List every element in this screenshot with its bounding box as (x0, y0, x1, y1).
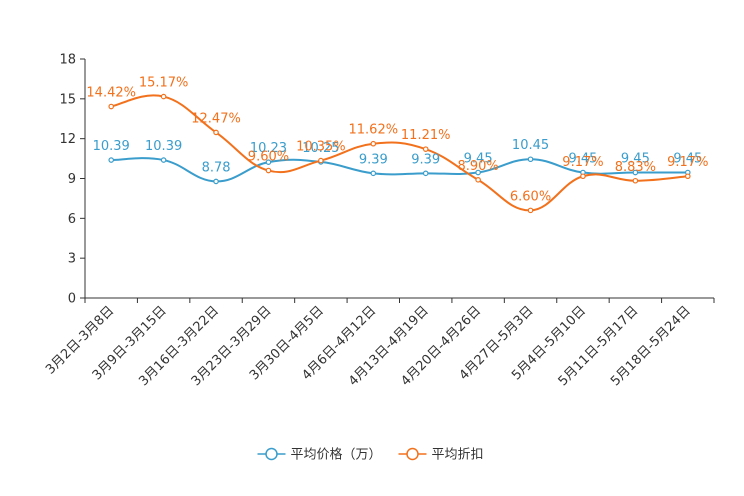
data-point[interactable] (265, 159, 272, 165)
data-label: 9.45 (464, 152, 493, 167)
data-label: 10.35% (296, 140, 346, 155)
data-point[interactable] (213, 178, 219, 185)
data-point[interactable] (684, 173, 691, 180)
legend-item-2[interactable]: 平均折扣 (398, 447, 484, 463)
data-point[interactable] (318, 157, 324, 164)
data-label: 10.45 (512, 138, 549, 153)
data-label: 10.23 (250, 141, 287, 156)
data-point[interactable] (422, 170, 429, 177)
data-point[interactable] (370, 170, 377, 177)
data-point[interactable] (422, 146, 429, 152)
data-point[interactable] (632, 169, 639, 176)
series-layer (108, 93, 691, 214)
data-label: 9.60% (248, 150, 289, 165)
data-label: 10.39 (93, 139, 130, 154)
legend-label: 平均价格（万） (291, 447, 382, 463)
axes: 03691215183月2日-3月8日3月9日-3月15日3月16日-3月22日… (43, 53, 715, 389)
data-label: 6.60% (510, 189, 551, 204)
data-label: 9.45 (621, 152, 650, 167)
data-point[interactable] (370, 140, 377, 147)
data-label: 15.17% (139, 76, 189, 91)
y-tick-label: 6 (68, 212, 76, 227)
data-point[interactable] (160, 93, 167, 100)
data-label: 10.39 (145, 139, 182, 154)
data-label: 8.78 (202, 160, 231, 175)
legend-marker-icon (265, 447, 278, 461)
data-point[interactable] (475, 177, 481, 183)
data-point[interactable] (213, 129, 219, 136)
y-tick-label: 0 (68, 292, 76, 307)
series-line-1 (111, 157, 688, 183)
data-label: 9.39 (411, 152, 440, 167)
data-label: 9.39 (359, 152, 388, 167)
data-label: 9.17% (667, 155, 708, 170)
data-point[interactable] (108, 157, 115, 163)
y-tick-label: 18 (59, 53, 76, 68)
data-point[interactable] (580, 173, 586, 180)
legend-marker-icon (406, 447, 419, 461)
data-label: 9.45 (673, 152, 702, 167)
data-label: 9.17% (562, 155, 603, 170)
legend[interactable]: 平均价格（万） 平均折扣 (257, 447, 484, 463)
data-label: 14.42% (86, 86, 136, 101)
data-point[interactable] (265, 167, 272, 174)
data-labels: 10.39 10.39 8.78 10.23 10.25 9.39 9.39 9.45 10.4… (86, 76, 708, 205)
data-point[interactable] (632, 177, 639, 184)
data-label: 12.47% (191, 111, 241, 126)
y-tick-label: 12 (59, 132, 76, 147)
data-label: 10.25 (302, 141, 339, 156)
data-label: 8.83% (615, 160, 656, 175)
y-tick-label: 3 (68, 252, 76, 267)
data-label: 11.62% (349, 123, 399, 138)
data-point[interactable] (108, 103, 115, 110)
data-point[interactable] (527, 156, 534, 163)
data-point[interactable] (475, 169, 481, 176)
data-label: 11.21% (401, 128, 451, 143)
legend-item-1[interactable]: 平均价格（万） (257, 447, 382, 463)
y-tick-label: 9 (68, 172, 76, 187)
legend-label: 平均折扣 (432, 448, 484, 463)
data-point[interactable] (160, 157, 167, 163)
data-label: 9.45 (568, 152, 597, 167)
y-tick-label: 15 (59, 92, 76, 107)
data-point[interactable] (527, 207, 534, 214)
data-label: 8.90% (457, 159, 498, 174)
